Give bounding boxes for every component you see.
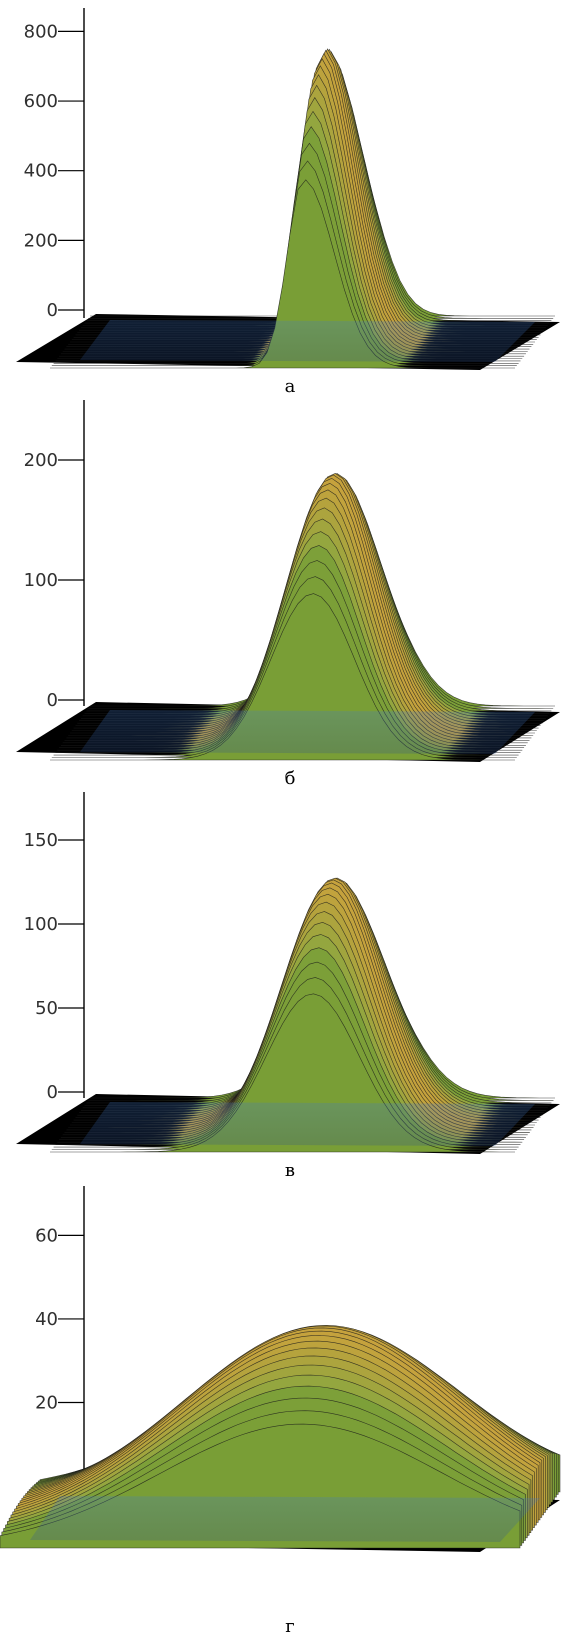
y-tick-label: 0	[47, 300, 58, 321]
y-ticks: 0 100 200	[24, 450, 84, 711]
y-tick-label: 600	[24, 91, 58, 112]
surface-mesh	[0, 1324, 561, 1549]
y-tick-label: 100	[24, 914, 58, 935]
y-ticks: 0204060	[35, 1225, 84, 1497]
y-tick-label: 60	[35, 1225, 58, 1246]
surface-profile	[50, 993, 515, 1153]
y-tick-label: 400	[24, 161, 58, 182]
y-ticks: 0 50 100 150	[24, 830, 84, 1103]
y-tick-label: 200	[24, 450, 58, 471]
y-tick-label: 20	[35, 1392, 58, 1413]
y-tick-label: 200	[24, 230, 58, 251]
y-tick-label: 150	[24, 830, 58, 851]
panel-caption: а	[285, 376, 296, 397]
y-tick-label: 50	[35, 998, 58, 1019]
surface-floor-shade	[80, 1102, 535, 1146]
panel-caption: б	[285, 768, 296, 789]
surface-profile	[50, 593, 515, 761]
surface-mesh	[50, 48, 555, 369]
y-tick-label: 0	[47, 1082, 58, 1103]
panel-caption: г	[285, 1616, 294, 1637]
y-tick-label: 0	[47, 690, 58, 711]
surface-floor-shade	[80, 320, 535, 362]
panel-b: 0 100 200 б	[16, 400, 560, 789]
y-tick-label: 100	[24, 570, 58, 591]
surface-mesh	[50, 877, 555, 1153]
y-tick-label: 40	[35, 1309, 58, 1330]
panel-c: 0 50 100 150 в	[16, 792, 560, 1181]
y-ticks: 0 200 400 600 800	[24, 21, 84, 321]
y-tick-label: 800	[24, 21, 58, 42]
panel-a: 0 200 400 600 800 а	[16, 8, 560, 397]
surface-floor-shade	[80, 710, 535, 754]
panel-d: 0204060 г	[0, 1186, 561, 1637]
surface-mesh	[50, 473, 555, 761]
panel-caption: в	[285, 1160, 295, 1181]
surface-floor-shade	[30, 1496, 540, 1542]
